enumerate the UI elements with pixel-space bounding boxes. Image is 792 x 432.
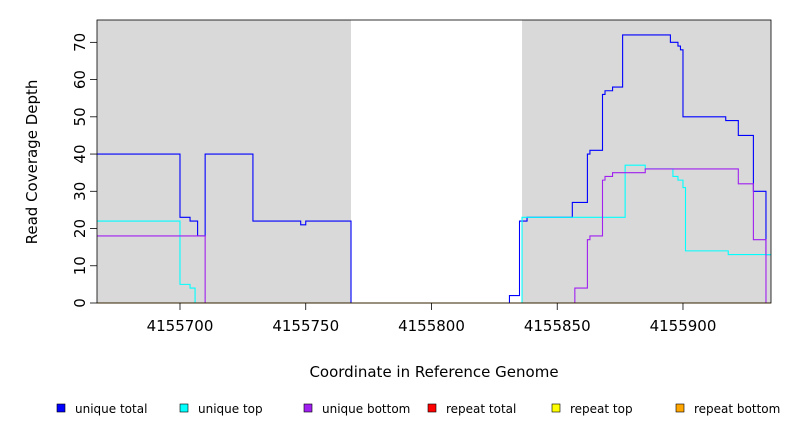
x-axis: 4155700 4155750 4155800 4155850 4155900 (147, 303, 717, 335)
y-tick-label-50: 50 (71, 107, 89, 126)
legend-label-unique-top: unique top (198, 402, 263, 416)
legend-swatch-repeat-bottom (675, 403, 685, 413)
legend-swatch-unique-bottom (303, 403, 313, 413)
y-tick-label-0: 0 (71, 298, 89, 308)
legend-swatch-unique-top (179, 403, 189, 413)
series-line-unique-total (97, 34, 771, 304)
legend-label-repeat-top: repeat top (570, 402, 633, 416)
legend-swatch-unique-total (56, 403, 66, 413)
legend-label-unique-total: unique total (75, 402, 147, 416)
y-tick-label-70: 70 (71, 33, 89, 52)
y-tick-label-40: 40 (71, 145, 89, 164)
y-tick-label-60: 60 (71, 70, 89, 89)
series-line-unique-top (97, 164, 771, 304)
y-axis-label: Read Coverage Depth (23, 80, 41, 245)
shaded-region-0 (97, 20, 352, 303)
shaded-region-1 (522, 20, 771, 303)
y-tick-label-10: 10 (71, 256, 89, 275)
x-axis-label: Coordinate in Reference Genome (309, 363, 558, 381)
x-tick-label-4155800: 4155800 (398, 317, 465, 335)
legend-label-repeat-bottom: repeat bottom (694, 402, 780, 416)
legend-label-repeat-total: repeat total (446, 402, 516, 416)
x-tick-label-4155850: 4155850 (524, 317, 591, 335)
y-axis: 0 10 20 30 40 50 60 70 (71, 33, 97, 308)
legend-swatch-repeat-top (551, 403, 561, 413)
x-tick-label-4155900: 4155900 (650, 317, 717, 335)
y-tick-label-30: 30 (71, 182, 89, 201)
shaded-regions (97, 20, 771, 303)
plot-frame (96, 19, 772, 304)
legend-swatch-repeat-total (427, 403, 437, 413)
x-tick-label-4155750: 4155750 (272, 317, 339, 335)
legend-label-unique-bottom: unique bottom (322, 402, 410, 416)
y-tick-label-20: 20 (71, 219, 89, 238)
legend: unique total unique top unique bottom repea… (56, 402, 780, 416)
x-tick-label-4155700: 4155700 (147, 317, 214, 335)
